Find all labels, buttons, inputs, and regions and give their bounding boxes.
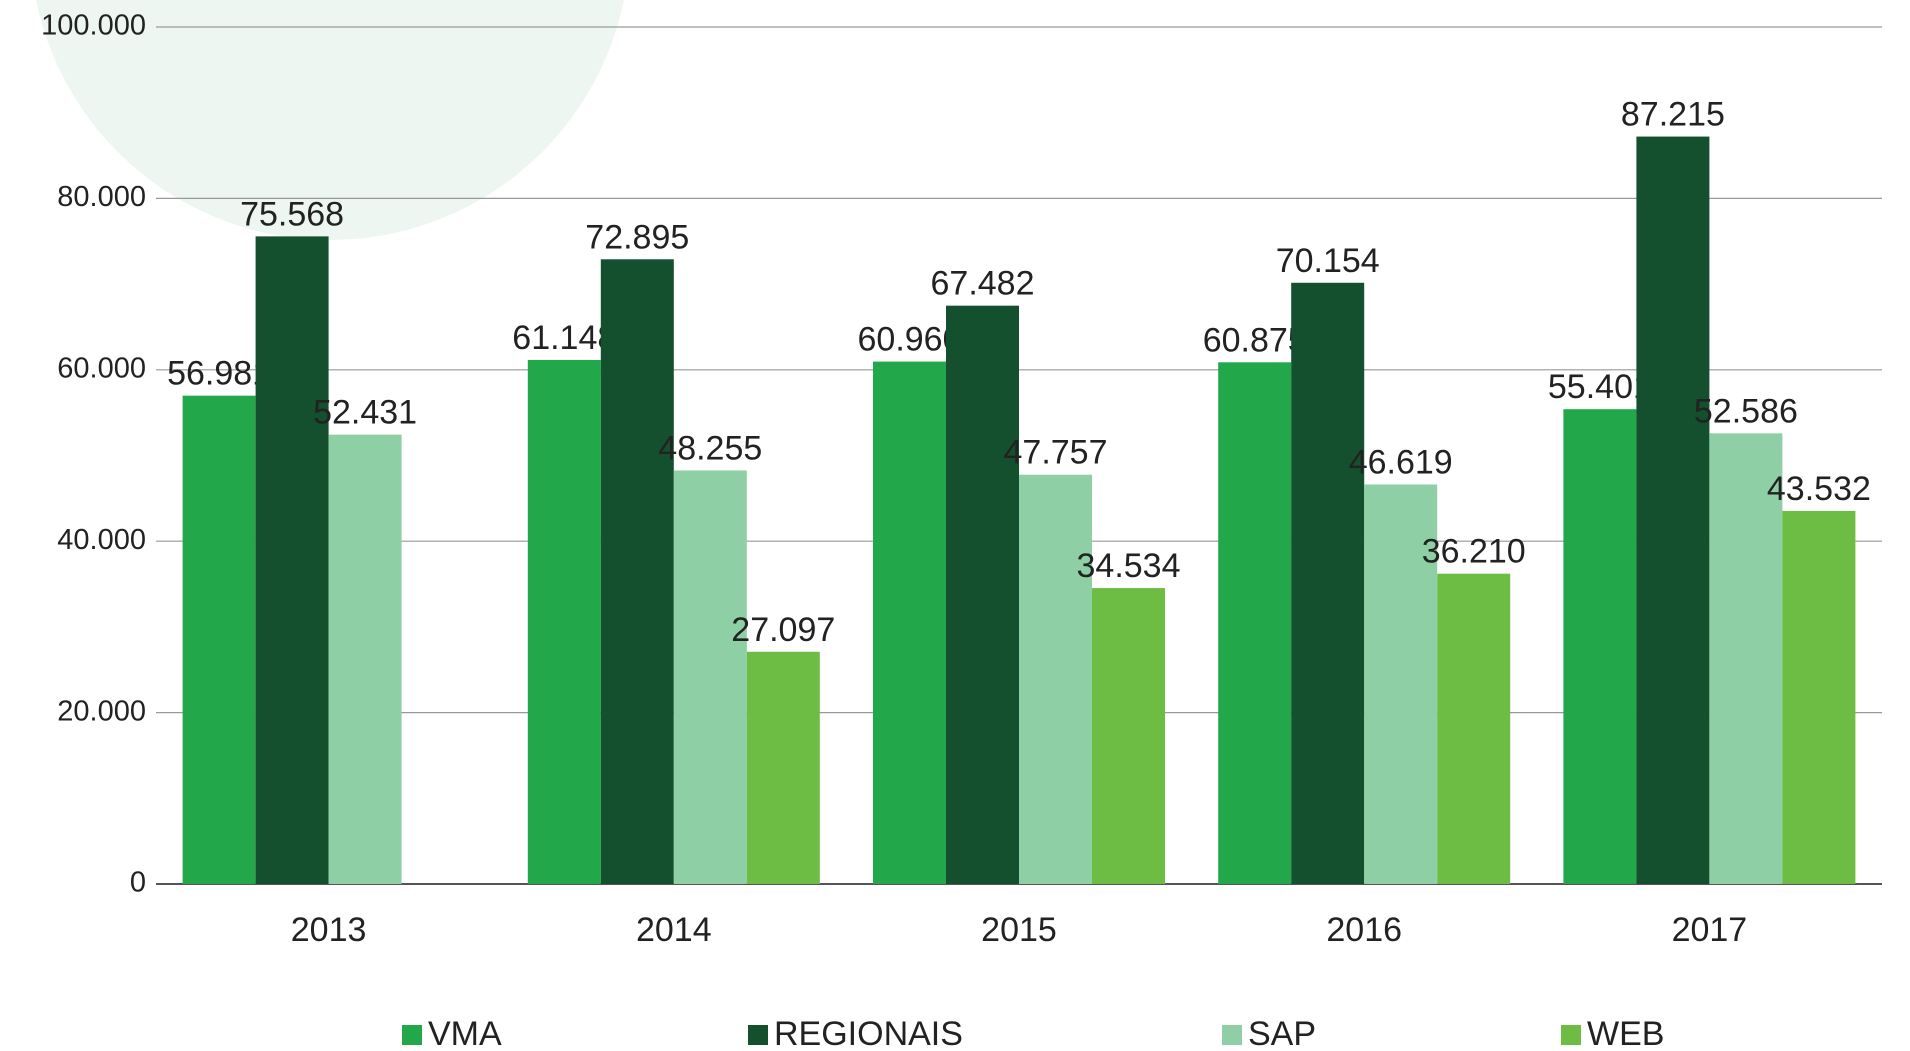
- x-tick-label: 2017: [1672, 911, 1748, 949]
- value-label: 56.981: [167, 355, 271, 393]
- bar: [746, 651, 820, 884]
- value-label: 36.210: [1422, 533, 1526, 571]
- bar: [1019, 474, 1092, 884]
- legend-label: SAP: [1248, 1015, 1316, 1051]
- bar: [1437, 573, 1511, 884]
- bar: [1218, 362, 1292, 884]
- bar: [673, 470, 747, 884]
- legend-swatch: [1561, 1025, 1581, 1045]
- value-label: 27.097: [731, 611, 835, 649]
- value-label: 60.960: [858, 321, 962, 359]
- bar: [182, 395, 256, 884]
- legend-swatch: [748, 1025, 768, 1045]
- bar: [873, 361, 946, 884]
- bar: [1092, 588, 1165, 884]
- legend-swatch: [1222, 1025, 1242, 1045]
- bar: [600, 259, 674, 884]
- bar: [1364, 484, 1438, 884]
- bar: [1636, 136, 1710, 884]
- value-label: 52.586: [1694, 392, 1798, 430]
- y-tick-label: 0: [130, 867, 146, 899]
- bar: [1563, 409, 1637, 884]
- value-label: 61.148: [512, 319, 616, 357]
- y-tick-label: 80.000: [57, 181, 146, 213]
- bar: [946, 305, 1019, 884]
- y-tick-label: 40.000: [57, 524, 146, 556]
- legend-label: REGIONAIS: [774, 1015, 963, 1051]
- value-label: 48.255: [658, 429, 762, 467]
- bar: [255, 236, 329, 885]
- x-tick-label: 2015: [981, 911, 1057, 949]
- legend-swatch: [402, 1025, 422, 1045]
- x-tick-label: 2016: [1326, 911, 1402, 949]
- value-label: 55.401: [1548, 368, 1652, 406]
- bar: [1709, 433, 1783, 884]
- legend-label: VMA: [428, 1015, 502, 1051]
- watermark: [36, 0, 624, 240]
- value-label: 34.534: [1077, 547, 1181, 585]
- bar: [328, 434, 402, 884]
- value-label: 60.875: [1203, 321, 1307, 359]
- value-label: 47.757: [1004, 434, 1108, 472]
- value-label: 70.154: [1276, 242, 1380, 280]
- value-label: 75.568: [240, 195, 344, 233]
- value-label: 43.532: [1767, 470, 1871, 508]
- value-label: 87.215: [1621, 96, 1725, 134]
- bar: [1782, 510, 1856, 884]
- value-label: 67.482: [931, 265, 1035, 303]
- y-tick-label: 100.000: [41, 10, 146, 42]
- value-label: 52.431: [313, 394, 417, 432]
- value-label: 72.895: [585, 218, 689, 256]
- bar: [1291, 282, 1365, 884]
- legend-label: WEB: [1587, 1015, 1664, 1051]
- x-tick-label: 2014: [636, 911, 712, 949]
- bar: [527, 359, 601, 884]
- y-tick-label: 20.000: [57, 695, 146, 727]
- value-label: 46.619: [1349, 443, 1453, 481]
- x-tick-label: 2013: [291, 911, 367, 949]
- y-tick-label: 60.000: [57, 352, 146, 384]
